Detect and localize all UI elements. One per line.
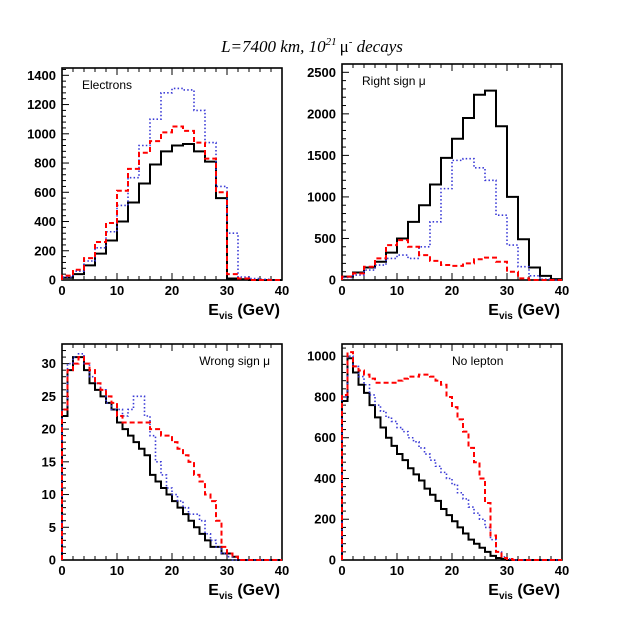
x-axis-label-main: E — [208, 302, 219, 319]
x-tick-label: 40 — [275, 563, 289, 578]
x-tick-label: 10 — [390, 563, 404, 578]
series-black-solid — [61, 143, 282, 281]
plot-frame — [61, 343, 283, 561]
x-tick-label: 10 — [110, 283, 124, 298]
y-tick-label: 800 — [34, 156, 56, 171]
x-axis-label-sub: vis — [499, 311, 513, 322]
x-tick-label: 40 — [555, 283, 569, 298]
x-axis-label-unit: (GeV) — [233, 582, 280, 599]
y-tick-label: 25 — [42, 389, 56, 404]
y-tick-label: 1000 — [27, 126, 56, 141]
x-tick-label: 30 — [220, 283, 234, 298]
x-axis-label: Evis (GeV) — [488, 582, 560, 602]
x-axis-label-main: E — [208, 582, 219, 599]
y-tick-label: 5 — [49, 520, 56, 535]
x-tick-label: 20 — [165, 283, 179, 298]
x-tick-label: 0 — [338, 283, 345, 298]
x-tick-label: 40 — [555, 563, 569, 578]
figure-title-mu: μ — [340, 37, 349, 56]
figure-title: L=7400 km, 1021 μ- decays — [220, 36, 403, 56]
panel-label: Electrons — [82, 78, 132, 92]
x-axis-label-sub: vis — [219, 591, 233, 602]
y-tick-label: 1000 — [307, 349, 336, 364]
x-tick-label: 10 — [110, 563, 124, 578]
y-tick-label: 600 — [314, 430, 336, 445]
x-tick-label: 10 — [390, 283, 404, 298]
y-tick-label: 1000 — [307, 189, 336, 204]
y-tick-label: 0 — [329, 553, 336, 568]
y-tick-label: 500 — [314, 231, 336, 246]
y-tick-label: 800 — [314, 389, 336, 404]
y-tick-label: 200 — [34, 243, 56, 258]
series-blue-dotted — [61, 353, 282, 561]
series-black-solid — [341, 357, 562, 561]
x-axis-label: Evis (GeV) — [208, 582, 280, 602]
x-tick-label: 0 — [338, 563, 345, 578]
y-tick-label: 15 — [42, 454, 56, 469]
y-tick-label: 400 — [314, 471, 336, 486]
x-axis-label-unit: (GeV) — [513, 582, 560, 599]
figure-title-charge: - — [349, 36, 353, 48]
panel-label: No lepton — [452, 354, 503, 368]
y-tick-label: 200 — [314, 512, 336, 527]
y-tick-label: 0 — [49, 553, 56, 568]
x-axis-label-main: E — [488, 582, 499, 599]
plot-frame — [341, 343, 563, 561]
y-tick-label: 30 — [42, 356, 56, 371]
series-blue-dotted — [341, 355, 562, 561]
y-tick-label: 20 — [42, 422, 56, 437]
y-tick-label: 1200 — [27, 97, 56, 112]
y-tick-label: 600 — [34, 185, 56, 200]
y-tick-label: 2000 — [307, 106, 336, 121]
x-tick-label: 30 — [220, 563, 234, 578]
x-tick-label: 20 — [445, 563, 459, 578]
figure-title-suffix: decays — [352, 37, 403, 56]
series-red-dashed — [341, 239, 562, 281]
y-tick-label: 2500 — [307, 65, 336, 80]
x-tick-label: 20 — [165, 563, 179, 578]
y-tick-label: 0 — [329, 273, 336, 288]
x-axis-label-main: E — [488, 302, 499, 319]
x-tick-label: 0 — [58, 563, 65, 578]
panel-label: Right sign μ — [362, 74, 426, 88]
panel-label: Wrong sign μ — [199, 354, 270, 368]
series-red-dashed — [61, 125, 282, 281]
y-tick-label: 1500 — [307, 148, 336, 163]
x-tick-label: 20 — [445, 283, 459, 298]
x-axis-label-sub: vis — [219, 311, 233, 322]
series-red-dashed — [61, 356, 282, 561]
figure-title-exponent: 21 — [326, 36, 337, 48]
x-axis-label-unit: (GeV) — [513, 302, 560, 319]
panel-right-sign-mu: 0 10 20 30 40 0 500 1000 1500 2000 2500 Evis (GeV) R… — [307, 63, 569, 322]
x-tick-label: 40 — [275, 283, 289, 298]
y-tick-label: 400 — [34, 214, 56, 229]
series-blue-dotted — [61, 87, 282, 281]
y-tick-label: 10 — [42, 487, 56, 502]
y-tick-label: 1400 — [27, 68, 56, 83]
figure-title-prefix: L=7400 km, 10 — [220, 37, 326, 56]
x-axis-label: Evis (GeV) — [488, 302, 560, 322]
y-tick-label: 0 — [49, 273, 56, 288]
series-black-solid — [61, 356, 282, 561]
x-axis-label-unit: (GeV) — [233, 302, 280, 319]
series-blue-dotted — [341, 157, 562, 281]
x-axis-label-sub: vis — [499, 591, 513, 602]
x-tick-label: 30 — [500, 563, 514, 578]
x-axis-label: Evis (GeV) — [208, 302, 280, 322]
x-tick-label: 30 — [500, 283, 514, 298]
series-red-dashed — [341, 351, 562, 561]
x-tick-label: 0 — [58, 283, 65, 298]
